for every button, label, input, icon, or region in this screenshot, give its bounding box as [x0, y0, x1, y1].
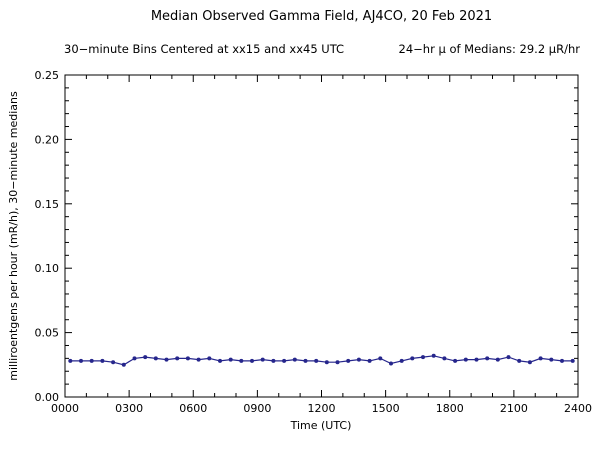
y-axis-label: milliroentgens per hour (mR/h), 30−minut…: [7, 91, 20, 381]
data-point: [517, 358, 522, 363]
data-point: [303, 358, 308, 363]
data-point: [506, 355, 511, 360]
data-point: [474, 357, 479, 362]
data-point: [431, 353, 436, 358]
data-point: [250, 358, 254, 363]
x-tick-label: 0300: [115, 402, 143, 415]
data-point: [68, 358, 73, 363]
x-tick-label: 1800: [436, 402, 464, 415]
y-tick-label: 0.00: [35, 391, 60, 404]
x-tick-label: 0900: [243, 402, 271, 415]
x-tick-label: 1500: [372, 402, 400, 415]
data-point: [260, 357, 265, 362]
data-point: [164, 357, 169, 362]
data-point: [570, 358, 575, 363]
data-point: [218, 358, 222, 363]
chart-title: Median Observed Gamma Field, AJ4CO, 20 F…: [150, 9, 493, 24]
data-point: [121, 362, 126, 367]
data-point: [111, 360, 116, 365]
data-point: [175, 356, 180, 361]
data-point: [324, 360, 329, 365]
median-series-points: [68, 353, 575, 367]
plot-generated-layer: 0000 0300 0600 0900 1200 1500 1800 2100 2400 0.00…: [35, 69, 593, 415]
data-point: [271, 358, 276, 363]
data-point: [282, 358, 287, 363]
data-point: [442, 356, 447, 361]
data-point: [549, 357, 554, 362]
y-tick-label: 0.05: [35, 327, 60, 340]
subtitle-bins-note: 30−minute Bins Centered at xx15 and xx45…: [64, 42, 345, 56]
data-point: [239, 358, 244, 363]
data-point: [538, 356, 543, 361]
y-tick-label: 0.20: [35, 133, 60, 146]
data-point: [132, 356, 137, 361]
data-point: [367, 358, 372, 363]
x-tick-label: 1200: [308, 402, 336, 415]
data-point: [228, 357, 233, 362]
y-tick-label: 0.15: [35, 198, 60, 211]
x-tick-label: 0600: [179, 402, 207, 415]
data-point: [153, 356, 158, 361]
data-point: [389, 361, 393, 366]
data-point: [421, 355, 425, 360]
data-point: [453, 358, 458, 363]
x-axis-label: Time (UTC): [290, 419, 352, 432]
x-tick-label: 2400: [564, 402, 592, 415]
data-point: [346, 358, 351, 363]
data-point: [485, 356, 490, 361]
data-point: [89, 358, 94, 363]
data-point: [463, 357, 468, 362]
data-point: [399, 358, 404, 363]
data-point: [196, 357, 201, 362]
data-point: [527, 360, 532, 365]
data-point: [185, 356, 190, 361]
y-tick-label: 0.10: [35, 262, 60, 275]
y-tick-label: 0.25: [35, 69, 60, 82]
data-point: [410, 356, 415, 361]
x-tick-label: 2100: [500, 402, 528, 415]
data-point: [378, 356, 383, 361]
data-point: [335, 360, 340, 365]
data-point: [143, 355, 148, 360]
chart-subtitle: 30−minute Bins Centered at xx15 and xx45…: [64, 42, 580, 56]
tick-marks: [64, 74, 579, 398]
data-point: [314, 358, 319, 363]
data-point: [356, 357, 361, 362]
subtitle-mean-of-medians: 24−hr μ of Medians: 29.2 μR/hr: [398, 42, 580, 56]
plot-frame: [64, 74, 579, 398]
x-tick-label: 0000: [51, 402, 79, 415]
data-point: [292, 357, 297, 362]
data-point: [207, 356, 212, 361]
data-point: [79, 358, 83, 363]
data-point: [100, 358, 105, 363]
data-point: [560, 358, 564, 363]
data-point: [495, 357, 500, 362]
